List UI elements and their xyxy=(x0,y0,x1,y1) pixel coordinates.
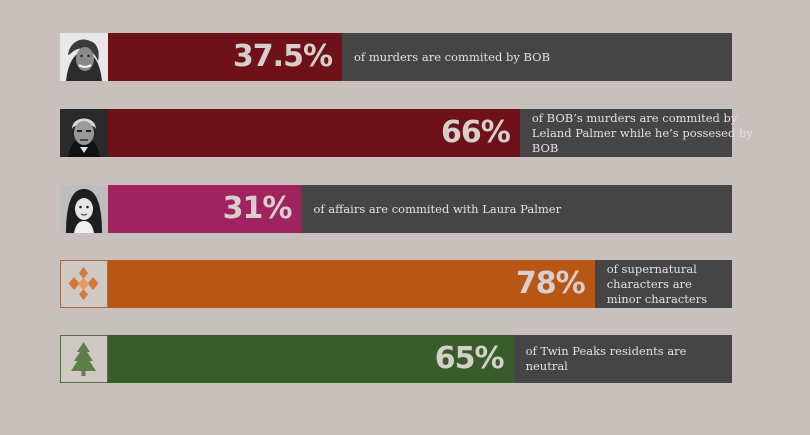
bar-value-label: 37.5% xyxy=(232,39,333,74)
bar-caption: of affairs are commited with Laura Palme… xyxy=(313,201,562,216)
bar-row: 78% of supernatural characters are minor… xyxy=(60,260,732,308)
bar-fill xyxy=(108,185,302,233)
diamond-cluster-icon xyxy=(60,260,108,308)
bar-row: 31% of affairs are commited with Laura P… xyxy=(60,185,732,233)
bar-value-label: 66% xyxy=(441,115,511,150)
bar-row: 66% of BOB’s murders are commited by Lel… xyxy=(60,109,753,157)
bar-track: 78% of supernatural characters are minor… xyxy=(108,260,732,308)
leland-portrait-icon xyxy=(60,109,108,157)
bar-fill xyxy=(108,109,520,157)
bar-value-label: 31% xyxy=(222,191,293,226)
bar-row: 37.5% of murders are commited by BOB xyxy=(60,33,732,81)
bar-track: 37.5% of murders are commited by BOB xyxy=(108,33,732,81)
bar-fill xyxy=(108,33,342,81)
bob-portrait-icon xyxy=(60,33,108,81)
bar-fill xyxy=(108,335,514,383)
pine-tree-icon xyxy=(60,335,108,383)
bar-value-label: 65% xyxy=(434,341,505,376)
bar-track: 66% of BOB’s murders are commited by Lel… xyxy=(108,109,753,157)
bar-fill xyxy=(108,260,595,308)
bar-caption: of Twin Peaks residents are neutral xyxy=(525,344,687,373)
bar-caption: of supernatural characters are minor cha… xyxy=(606,261,708,306)
bar-track: 65% of Twin Peaks residents are neutral xyxy=(108,335,732,383)
bar-track: 31% of affairs are commited with Laura P… xyxy=(108,185,732,233)
laura-portrait-icon xyxy=(60,185,108,233)
bar-caption: of murders are commited by BOB xyxy=(354,49,551,64)
bar-value-label: 78% xyxy=(515,266,586,301)
bar-row: 65% of Twin Peaks residents are neutral xyxy=(60,335,732,383)
bar-caption: of BOB’s murders are commited by Leland … xyxy=(531,110,753,155)
